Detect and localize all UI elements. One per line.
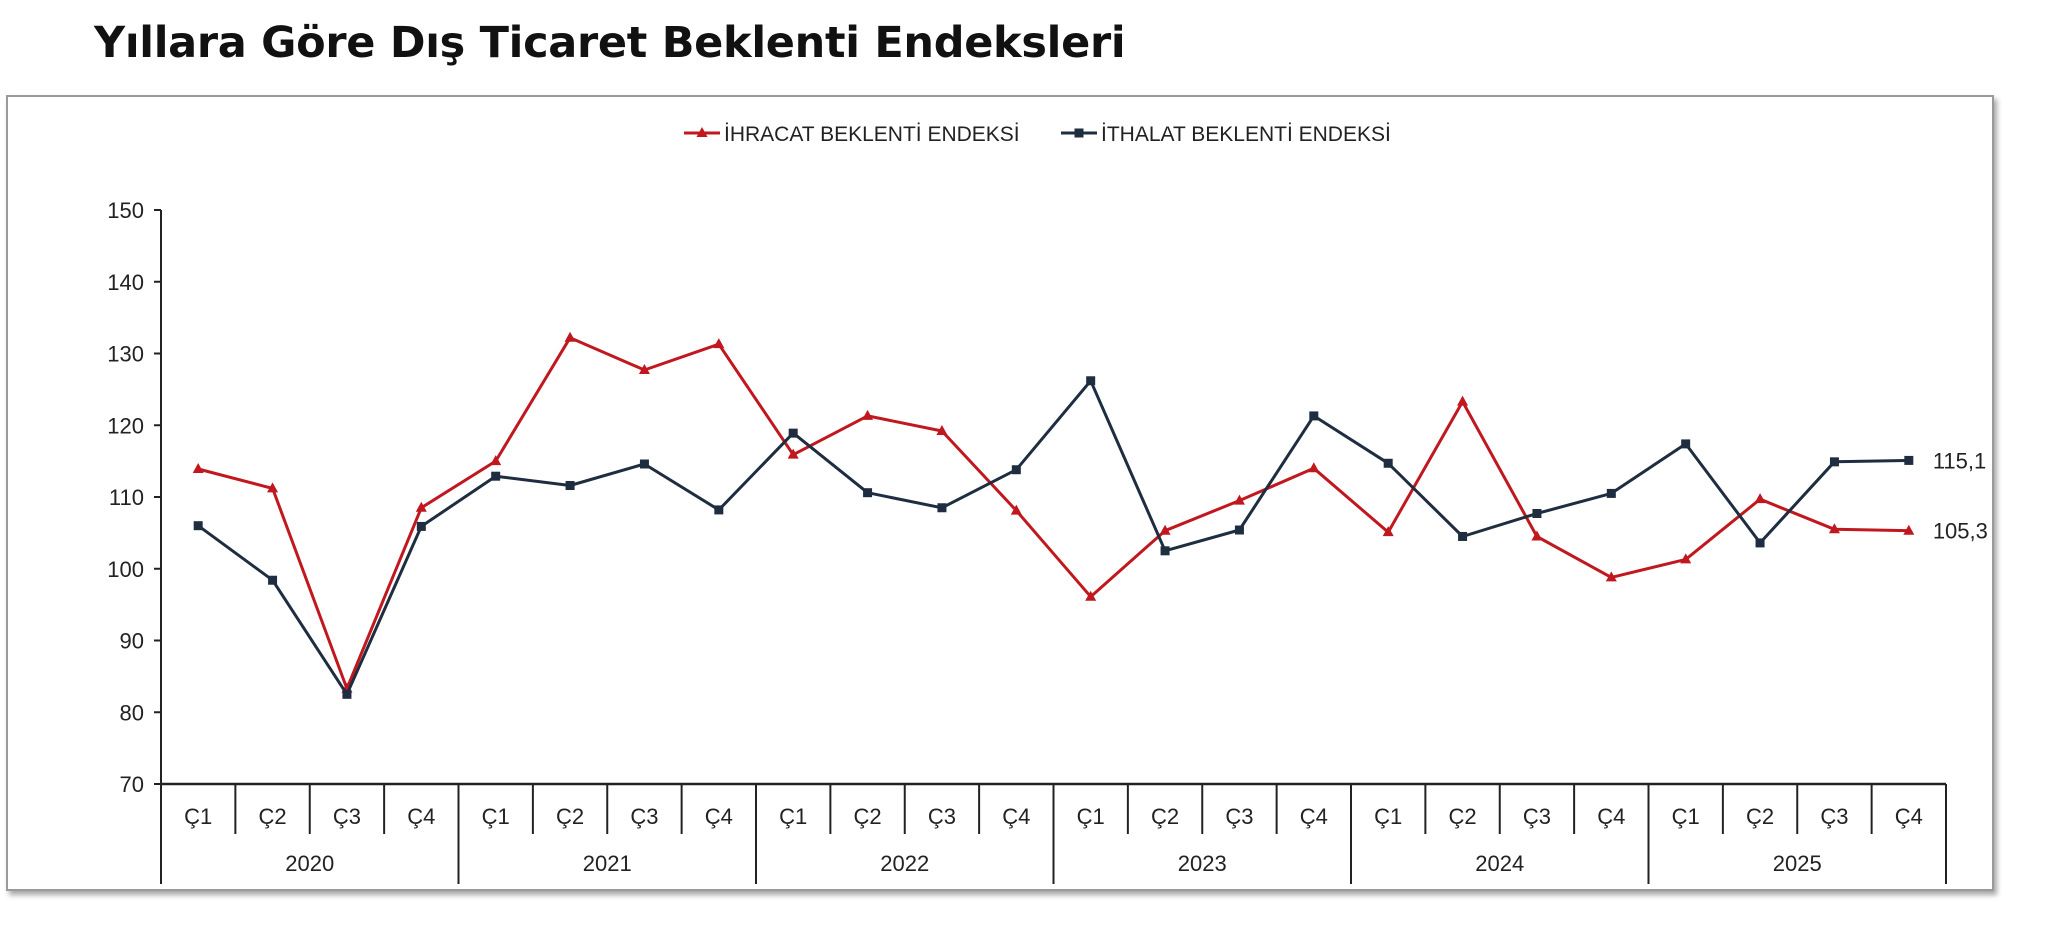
data-point-ihracat — [1085, 590, 1097, 601]
legend-ihracat-marker — [696, 127, 708, 137]
year-label: 2021 — [583, 851, 632, 876]
y-tick-label: 150 — [107, 198, 144, 223]
year-label: 2020 — [285, 851, 334, 876]
end-value-label-ithalat: 115,1 — [1933, 448, 1986, 473]
x-tick-label: Ç4 — [705, 804, 733, 829]
data-point-ihracat — [1903, 524, 1915, 535]
x-tick-label: Ç4 — [1895, 804, 1923, 829]
legend-ithalat-label: İTHALAT BEKLENTİ ENDEKSİ — [1101, 123, 1391, 146]
x-tick-label: Ç4 — [1300, 804, 1328, 829]
series-line-ihracat — [197, 336, 1909, 691]
data-point-ithalat — [1160, 546, 1170, 556]
data-point-ithalat — [937, 503, 947, 513]
x-tick-label: Ç1 — [779, 804, 807, 829]
data-point-ithalat — [416, 521, 426, 531]
y-tick-label: 80 — [120, 700, 144, 725]
data-point-ithalat — [1606, 488, 1616, 498]
data-point-ihracat — [1159, 524, 1171, 535]
year-label: 2024 — [1475, 851, 1524, 876]
data-point-ithalat — [1755, 538, 1765, 548]
data-point-ihracat — [787, 448, 799, 459]
data-point-ihracat — [713, 338, 725, 349]
year-label: 2022 — [880, 851, 929, 876]
legend-ithalat-marker — [1074, 128, 1084, 138]
year-label: 2025 — [1773, 851, 1822, 876]
data-point-ithalat — [1829, 457, 1839, 467]
data-point-ithalat — [1532, 509, 1542, 519]
x-tick-label: Ç2 — [854, 804, 882, 829]
x-tick-label: Ç1 — [1374, 804, 1402, 829]
data-point-ithalat — [268, 575, 278, 585]
y-tick-label: 140 — [107, 270, 144, 295]
x-tick-label: Ç3 — [333, 804, 361, 829]
data-point-ithalat — [1234, 525, 1244, 535]
data-point-ithalat — [1086, 376, 1096, 386]
x-tick-label: Ç3 — [928, 804, 956, 829]
x-tick-label: Ç3 — [1225, 804, 1253, 829]
year-label: 2023 — [1178, 851, 1227, 876]
data-point-ihracat — [638, 364, 650, 375]
x-tick-label: Ç2 — [1151, 804, 1179, 829]
y-tick-label: 90 — [120, 629, 144, 654]
x-tick-label: Ç4 — [1002, 804, 1030, 829]
data-point-ihracat — [1754, 493, 1766, 504]
y-tick-label: 110 — [109, 485, 144, 510]
x-tick-label: Ç3 — [630, 804, 658, 829]
legend-ihracat-label: İHRACAT BEKLENTİ ENDEKSİ — [724, 123, 1020, 146]
data-point-ithalat — [1681, 439, 1691, 449]
data-point-ithalat — [714, 505, 724, 515]
data-point-ithalat — [1458, 531, 1468, 541]
x-tick-label: Ç3 — [1820, 804, 1848, 829]
data-point-ihracat — [1605, 571, 1617, 582]
end-value-label-ihracat: 105,3 — [1933, 519, 1988, 544]
data-point-ithalat — [788, 428, 798, 438]
data-point-ihracat — [1233, 494, 1245, 505]
series-line-ithalat — [197, 379, 1909, 696]
x-tick-label: Ç1 — [184, 804, 212, 829]
data-point-ithalat — [342, 689, 352, 699]
data-point-ithalat — [193, 521, 203, 531]
data-point-ihracat — [192, 463, 204, 474]
x-tick-label: Ç1 — [1672, 804, 1700, 829]
data-point-ithalat — [1011, 465, 1021, 475]
data-point-ithalat — [1309, 411, 1319, 421]
x-tick-label: Ç2 — [259, 804, 287, 829]
data-point-ihracat — [1531, 530, 1543, 541]
chart-frame: 70 80 90 100 110 120 130 140 150 Ç1 Ç2 Ç3 Ç4 Ç1 Ç2 Ç3 Ç4… — [6, 95, 1994, 891]
y-tick-label: 70 — [120, 772, 144, 797]
x-tick-label: Ç1 — [1077, 804, 1105, 829]
page-title: Yıllara Göre Dış Ticaret Beklenti Endeks… — [94, 18, 1126, 68]
data-point-ithalat — [565, 481, 575, 491]
data-point-ihracat — [1680, 553, 1692, 564]
x-tick-label: Ç2 — [1746, 804, 1774, 829]
data-point-ihracat — [1308, 462, 1320, 473]
data-point-ihracat — [564, 331, 576, 342]
y-tick-label: 130 — [107, 342, 144, 367]
data-point-ihracat — [415, 501, 427, 512]
data-point-ithalat — [639, 459, 649, 469]
data-point-ihracat — [490, 455, 502, 466]
data-point-ihracat — [936, 424, 948, 435]
x-tick-label: Ç4 — [1597, 804, 1625, 829]
data-point-ihracat — [1010, 504, 1022, 515]
data-point-ithalat — [491, 471, 501, 481]
y-tick-label: 120 — [107, 413, 144, 438]
data-point-ihracat — [1382, 526, 1394, 537]
data-point-ihracat — [267, 482, 279, 493]
x-tick-label: Ç3 — [1523, 804, 1551, 829]
data-point-ihracat — [862, 409, 874, 420]
x-tick-label: Ç2 — [556, 804, 584, 829]
data-point-ithalat — [1383, 458, 1393, 468]
x-tick-label: Ç1 — [482, 804, 510, 829]
data-point-ithalat — [1904, 455, 1914, 465]
x-tick-label: Ç4 — [407, 804, 435, 829]
y-tick-label: 100 — [107, 557, 144, 582]
data-point-ihracat — [1457, 395, 1469, 406]
data-point-ihracat — [1828, 523, 1840, 534]
x-tick-label: Ç2 — [1449, 804, 1477, 829]
data-point-ithalat — [863, 488, 873, 498]
line-chart: 70 80 90 100 110 120 130 140 150 Ç1 Ç2 Ç3 Ç4 Ç1 Ç2 Ç3 Ç4… — [107, 123, 1988, 884]
